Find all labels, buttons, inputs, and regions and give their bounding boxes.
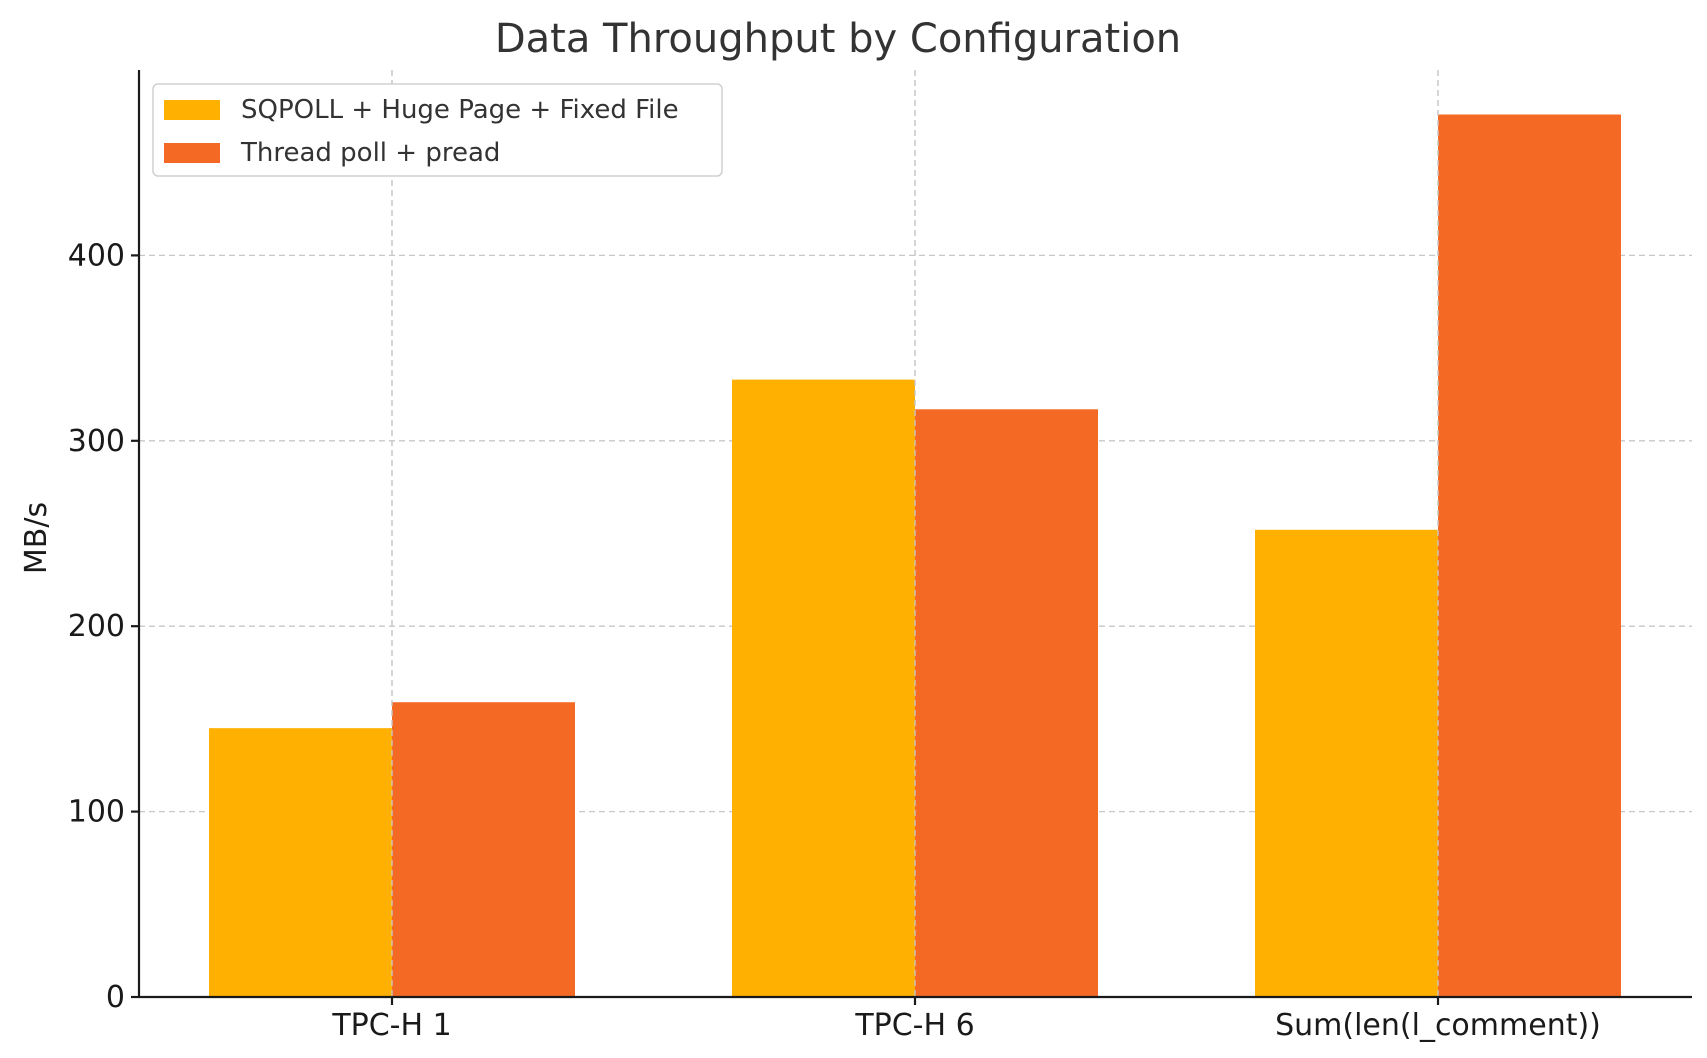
legend-box (152, 83, 723, 177)
x-tick-label: TPC-H 6 (854, 1008, 974, 1043)
y-ticks: 0 100 200 300 400 (68, 238, 139, 1015)
chart-title: Data Throughput by Configuration (495, 16, 1181, 62)
bar-series-1-2 (1255, 529, 1438, 997)
bars (209, 70, 1621, 998)
y-tick-label: 300 (68, 424, 125, 459)
bar-series-2-2 (1438, 114, 1621, 998)
legend-label-2: Thread poll + pread (240, 138, 500, 168)
x-tick-label: Sum(len(l_comment)) (1275, 1008, 1601, 1043)
y-tick-label: 400 (68, 238, 125, 273)
x-ticks: TPC-H 1 TPC-H 6 Sum(len(l_comment)) (331, 997, 1601, 1043)
y-tick-label: 200 (68, 609, 125, 644)
legend-swatch-1 (164, 100, 220, 120)
legend-swatch-2 (164, 143, 220, 163)
bar-series-1-0 (209, 728, 392, 997)
bar-series-2-0 (392, 702, 575, 997)
y-axis-label: MB/s (19, 502, 54, 574)
legend-label-1: SQPOLL + Huge Page + Fixed File (241, 95, 679, 125)
legend: SQPOLL + Huge Page + Fixed File Thread po… (152, 83, 723, 177)
bar-series-1-1 (732, 379, 915, 997)
bar-series-2-1 (915, 409, 1098, 998)
y-tick-label: 0 (106, 980, 125, 1015)
x-tick-label: TPC-H 1 (331, 1008, 451, 1043)
y-tick-label: 100 (68, 795, 125, 830)
